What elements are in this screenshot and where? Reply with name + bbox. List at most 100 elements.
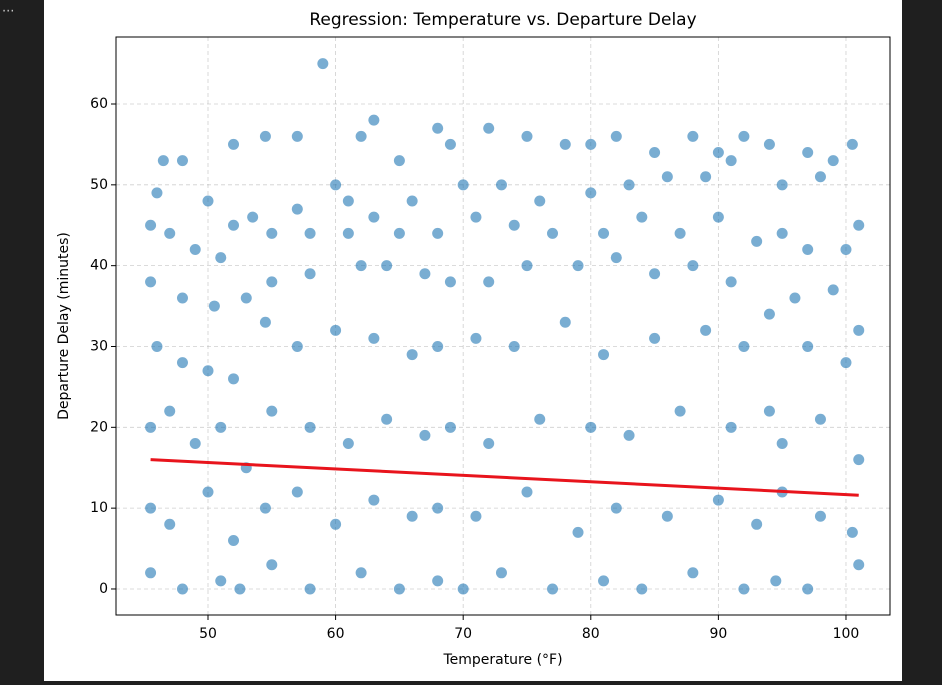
scatter-point	[521, 260, 533, 272]
scatter-point	[444, 421, 456, 433]
scatter-point	[770, 575, 782, 587]
scatter-point	[330, 179, 342, 191]
scatter-point	[763, 138, 775, 150]
scatter-point	[763, 308, 775, 320]
x-axis-label: Temperature (°F)	[442, 652, 562, 668]
scatter-point	[840, 243, 852, 255]
scatter-point	[610, 252, 622, 264]
scatter-point	[419, 429, 431, 441]
x-tick-label: 60	[327, 626, 345, 642]
scatter-point	[776, 437, 788, 449]
scatter-point	[636, 583, 648, 595]
scatter-point	[393, 227, 405, 239]
scatter-point	[381, 260, 393, 272]
scatter-point	[291, 340, 303, 352]
scatter-point	[687, 130, 699, 142]
scatter-point	[814, 171, 826, 183]
scatter-point	[751, 235, 763, 247]
scatter-point	[763, 405, 775, 417]
scatter-point	[432, 227, 444, 239]
scatter-point	[687, 260, 699, 272]
scatter-point	[470, 332, 482, 344]
scatter-point	[738, 340, 750, 352]
scatter-point	[700, 324, 712, 336]
scatter-point	[202, 486, 214, 498]
scatter-point	[623, 429, 635, 441]
scatter-point	[419, 268, 431, 280]
scatter-point	[495, 179, 507, 191]
scatter-point	[725, 276, 737, 288]
scatter-point	[381, 413, 393, 425]
scatter-point	[738, 583, 750, 595]
plot-area: 50 60 70 80 90 100 0 10 20 30 40 50 60	[90, 37, 890, 642]
scatter-point	[712, 211, 724, 223]
scatter-point	[636, 211, 648, 223]
y-tick-label: 0	[99, 581, 108, 597]
scatter-point	[598, 575, 610, 587]
scatter-point	[145, 219, 157, 231]
scatter-point	[802, 243, 814, 255]
scatter-point	[559, 138, 571, 150]
scatter-point	[368, 211, 380, 223]
scatter-point	[649, 147, 661, 159]
scatter-point	[508, 340, 520, 352]
scatter-point	[738, 130, 750, 142]
scatter-point	[508, 219, 520, 231]
scatter-point	[725, 421, 737, 433]
y-tick-label: 40	[90, 258, 108, 274]
scatter-point	[145, 421, 157, 433]
scatter-point	[444, 138, 456, 150]
scatter-point	[164, 518, 176, 530]
regression-line	[150, 458, 859, 497]
scatter-point	[674, 227, 686, 239]
scatter-point	[814, 510, 826, 522]
scatter-point	[712, 147, 724, 159]
y-axis-label: Departure Delay (minutes)	[56, 232, 72, 420]
scatter-point	[483, 437, 495, 449]
scatter-point	[846, 526, 858, 538]
scatter-point	[368, 494, 380, 506]
scatter-point	[355, 130, 367, 142]
scatter-point	[266, 227, 278, 239]
scatter-point	[585, 187, 597, 199]
scatter-point	[406, 349, 418, 361]
scatter-point	[432, 122, 444, 134]
scatter-point	[432, 575, 444, 587]
scatter-point	[393, 583, 405, 595]
scatter-point	[145, 567, 157, 579]
scatter-point	[145, 502, 157, 514]
scatter-point	[151, 187, 163, 199]
scatter-point	[802, 340, 814, 352]
scatter-point	[483, 276, 495, 288]
scatter-point	[846, 138, 858, 150]
scatter-point	[189, 437, 201, 449]
scatter-point	[317, 58, 329, 70]
scatter-point	[304, 268, 316, 280]
scatter-point	[259, 502, 271, 514]
scatter-point	[802, 147, 814, 159]
scatter-point	[661, 171, 673, 183]
scatter-point	[368, 114, 380, 126]
scatter-point	[342, 227, 354, 239]
scatter-point	[853, 219, 865, 231]
scatter-point	[432, 340, 444, 352]
scatter-point	[432, 502, 444, 514]
scatter-point	[189, 243, 201, 255]
scatter-point	[176, 357, 188, 369]
scatter-point	[176, 292, 188, 304]
scatter-point	[649, 332, 661, 344]
scatter-point	[572, 526, 584, 538]
scatter-point	[585, 138, 597, 150]
scatter-point	[444, 276, 456, 288]
scatter-point	[827, 155, 839, 167]
scatter-point	[534, 413, 546, 425]
scatter-point	[572, 260, 584, 272]
scatter-point	[661, 510, 673, 522]
scatter-point	[266, 405, 278, 417]
scatter-point	[853, 559, 865, 571]
scatter-point	[228, 373, 240, 385]
x-tick-label: 50	[199, 626, 217, 642]
scatter-point	[802, 583, 814, 595]
scatter-point	[240, 292, 252, 304]
